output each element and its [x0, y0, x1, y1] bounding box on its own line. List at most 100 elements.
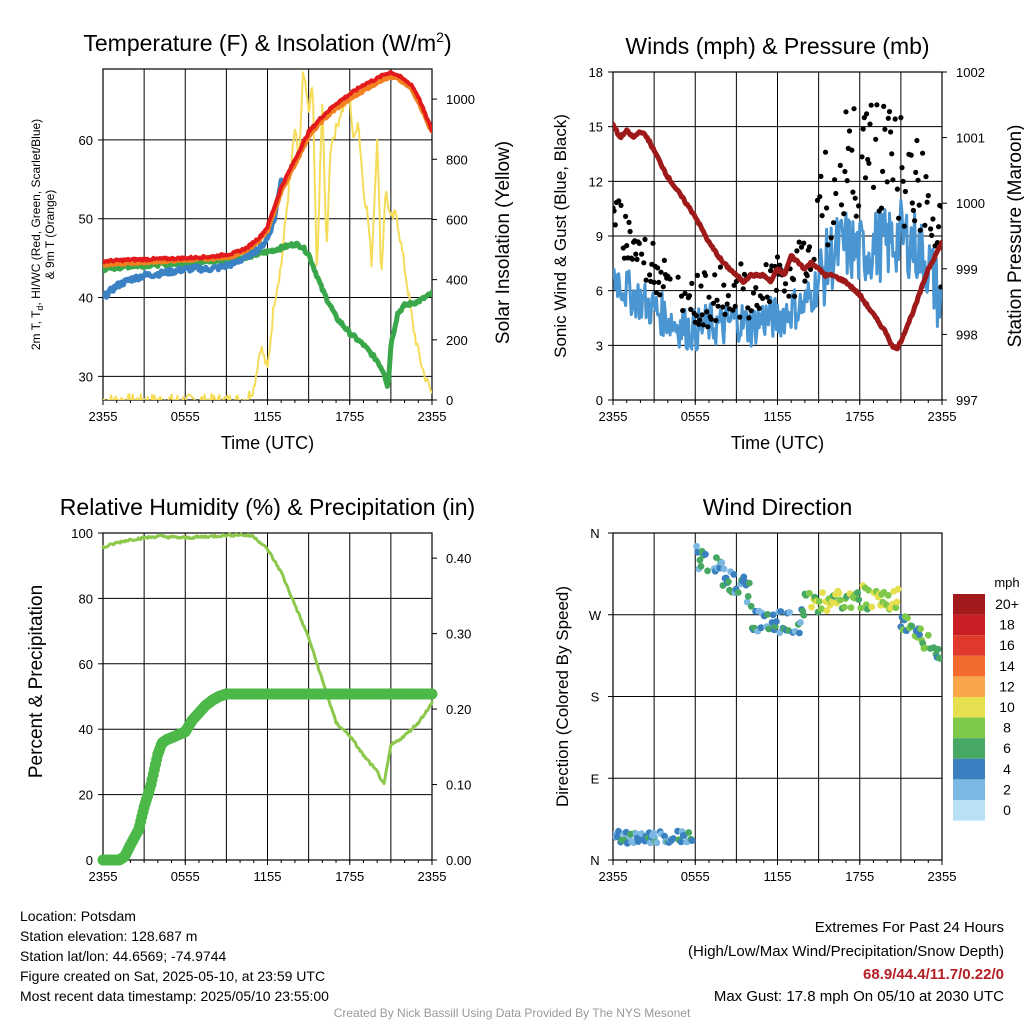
- y2-tick-label: 1000: [446, 92, 475, 107]
- info-created: Figure created on Sat, 2025-05-10, at 23…: [20, 968, 326, 984]
- gust-point: [702, 272, 709, 278]
- x-tick-label: 2355: [89, 869, 118, 884]
- y-tick-label: N: [590, 853, 599, 868]
- direction-point: [857, 604, 865, 612]
- gust-point: [651, 279, 657, 285]
- direction-series: [613, 542, 942, 847]
- gust-point: [626, 219, 632, 225]
- gust-point: [928, 226, 934, 232]
- direction-point: [855, 596, 863, 603]
- series-t2m: [103, 70, 432, 265]
- y2-tick-label: 400: [446, 273, 468, 288]
- x-tick-label: 1755: [335, 409, 364, 424]
- gust-point: [647, 272, 653, 278]
- gust-point: [866, 160, 872, 166]
- y-tick-label: 30: [79, 369, 93, 384]
- gust-point: [896, 215, 902, 221]
- chart-title: Relative Humidity (%) & Precipitation (i…: [60, 494, 475, 520]
- direction-point: [894, 585, 902, 593]
- gust-point: [740, 286, 746, 292]
- y-axis-label: Sonic Wind & Gust (Blue, Black): [551, 114, 570, 358]
- x-tick-label: 2355: [599, 409, 628, 424]
- extremes-subtitle: (High/Low/Max Wind/Precipitation/Snow De…: [688, 943, 1004, 960]
- direction-point: [797, 619, 804, 626]
- temperature-series: [103, 70, 432, 400]
- colorbar-label: 10: [999, 699, 1015, 715]
- gust-point: [643, 277, 649, 283]
- gust-point: [699, 312, 705, 318]
- direction-point: [777, 608, 785, 615]
- direction-point: [908, 622, 916, 630]
- gust-point: [694, 272, 701, 278]
- gust-point: [884, 179, 890, 185]
- direction-point: [725, 578, 732, 586]
- direction-point: [893, 598, 901, 606]
- y-tick-label: 0: [596, 393, 603, 408]
- gust-point: [737, 314, 743, 320]
- gust-point: [808, 266, 814, 272]
- direction-point: [747, 602, 755, 610]
- gust-point: [786, 293, 792, 299]
- gust-point: [874, 102, 880, 108]
- gust-point: [763, 262, 769, 268]
- wind-series: [613, 102, 942, 352]
- series-td: [103, 240, 432, 389]
- gust-point: [868, 102, 874, 108]
- gust-point: [804, 273, 810, 279]
- x-tick-label: 1755: [845, 869, 874, 884]
- gust-point: [656, 279, 662, 285]
- gust-point: [924, 199, 930, 205]
- y-tick-label: 0: [86, 853, 93, 868]
- gust-point: [768, 268, 774, 274]
- y-tick-label: 15: [589, 120, 603, 135]
- gust-point: [908, 152, 914, 158]
- gust-point: [938, 284, 942, 290]
- info-location: Location: Potsdam: [20, 908, 136, 924]
- x-axis-label: Time (UTC): [221, 433, 314, 453]
- direction-point: [841, 603, 848, 611]
- gust-point: [890, 177, 896, 183]
- y-tick-label: 100: [71, 526, 93, 541]
- y-axis-label-line2: & 9m T (Orange): [43, 190, 57, 280]
- direction-point: [836, 596, 844, 604]
- gust-point: [613, 208, 617, 214]
- gust-point: [916, 202, 922, 208]
- gust-point: [867, 121, 873, 127]
- gust-point: [819, 213, 825, 219]
- gust-point: [753, 285, 759, 291]
- panel-temperature: Temperature (F) & Insolation (W/m2)2355 0…: [29, 29, 514, 453]
- colorbar-label: 12: [999, 678, 1015, 694]
- colorbar-unit: mph: [994, 575, 1019, 590]
- direction-point: [916, 631, 923, 639]
- gust-point: [878, 205, 885, 211]
- gust-point: [689, 280, 695, 286]
- y-tick-label: N: [590, 526, 599, 541]
- y-tick-label: 40: [79, 722, 93, 737]
- gust-point: [925, 193, 931, 199]
- gust-point: [936, 224, 942, 230]
- y2-tick-label: 0.20: [446, 702, 471, 717]
- gust-point: [856, 203, 862, 209]
- gust-point: [939, 204, 942, 210]
- gust-point: [706, 294, 712, 300]
- direction-point: [796, 629, 803, 637]
- gust-point: [899, 165, 905, 171]
- direction-point: [868, 603, 876, 611]
- y-tick-label: 3: [596, 338, 603, 353]
- gust-point: [712, 272, 718, 278]
- gust-point: [889, 151, 895, 157]
- gust-point: [822, 149, 829, 155]
- precip-point: [426, 688, 438, 700]
- series-solar: [103, 71, 432, 400]
- gust-point: [914, 137, 920, 144]
- gust-point: [722, 311, 728, 317]
- x-tick-label: 1755: [845, 409, 874, 424]
- y2-tick-label: 0: [446, 393, 453, 408]
- direction-point: [730, 571, 738, 578]
- gust-point: [746, 315, 752, 321]
- y2-tick-label: 997: [956, 393, 978, 408]
- y2-tick-label: 0.00: [446, 853, 471, 868]
- gust-point: [624, 243, 630, 249]
- colorbar-swatch: [953, 758, 985, 780]
- gust-point: [680, 308, 686, 314]
